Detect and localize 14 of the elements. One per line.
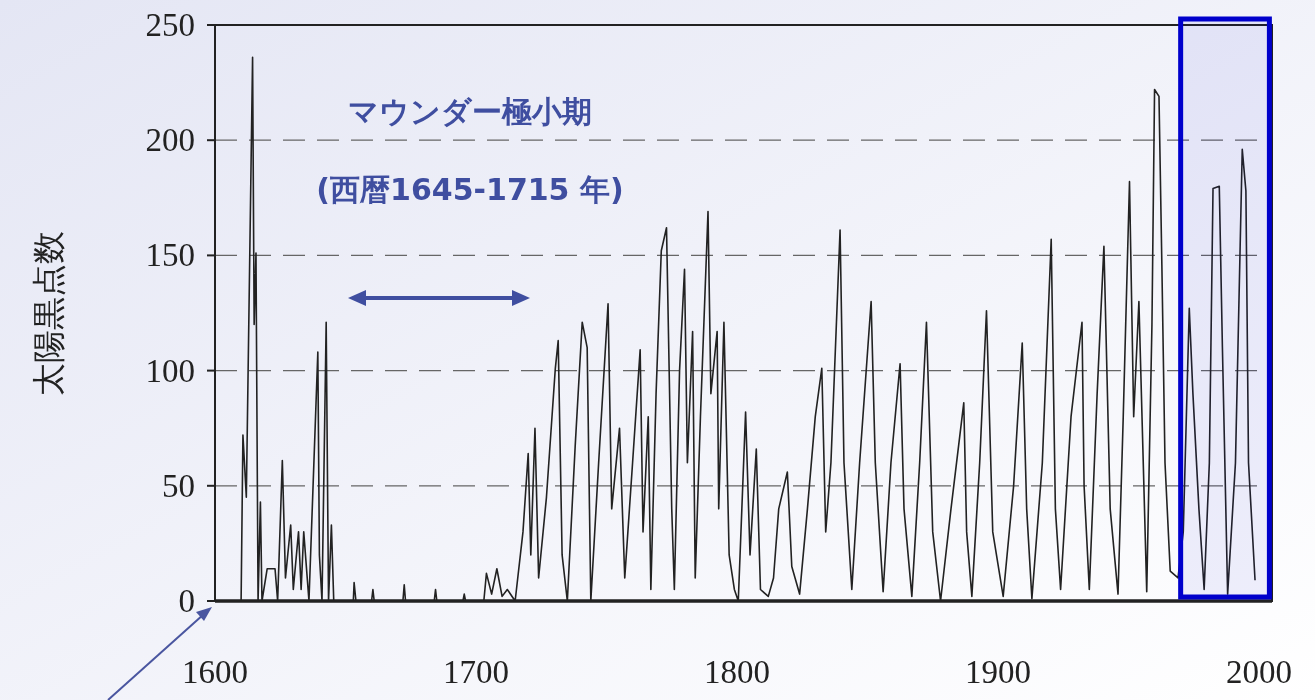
annotation: マウンダー極小期 (348, 94, 592, 129)
x-tick-label: 1800 (703, 654, 770, 690)
y-tick-label: 250 (145, 7, 195, 43)
y-tick-label: 0 (178, 583, 195, 619)
x-tick-label: 1900 (964, 654, 1031, 690)
y-tick-label: 100 (145, 352, 195, 389)
x-tick-label: 2000 (1225, 654, 1292, 690)
annotation: (西暦1645-1715 年) (316, 172, 624, 207)
y-tick-label: 150 (145, 237, 195, 274)
x-tick-label: 1700 (442, 654, 509, 690)
x-tick-label: 1600 (182, 654, 248, 690)
y-tick-label: 200 (145, 122, 195, 159)
y-axis-title: 太陽黒点数 (29, 230, 68, 396)
y-tick-label: 50 (162, 467, 195, 504)
